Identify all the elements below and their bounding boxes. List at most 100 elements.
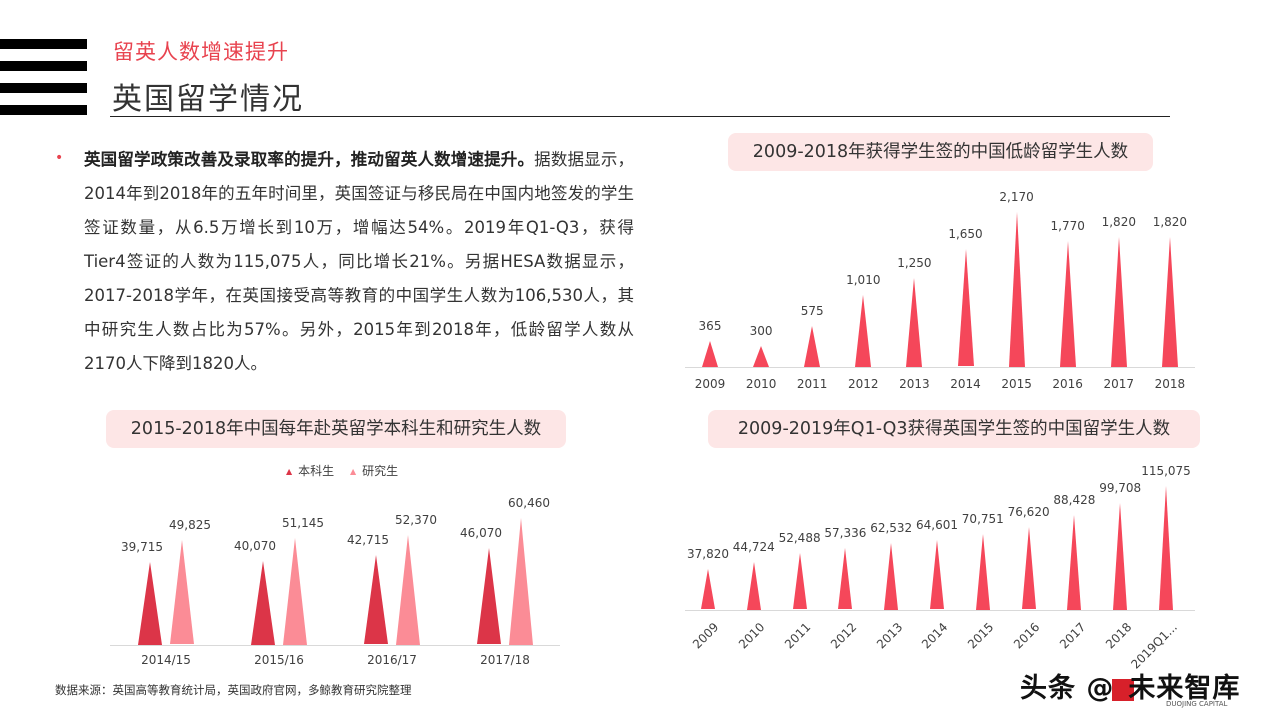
logo-icon bbox=[1112, 678, 1135, 701]
data-label: 70,751 bbox=[961, 511, 1004, 526]
x-axis bbox=[685, 367, 1195, 368]
data-label: 365 bbox=[698, 318, 722, 333]
x-tick-label: 2010 bbox=[745, 377, 777, 391]
bar-triangle bbox=[1110, 237, 1127, 367]
data-label: 51,145 bbox=[282, 515, 324, 530]
data-label: 46,070 bbox=[460, 526, 502, 541]
x-tick-label: 2016/17 bbox=[367, 653, 417, 667]
bar-triangle bbox=[746, 561, 761, 610]
data-label: 40,070 bbox=[234, 538, 276, 553]
x-tick-label: 2012 bbox=[827, 620, 860, 652]
bar-triangle bbox=[1059, 240, 1076, 367]
data-label: 1,010 bbox=[846, 272, 881, 287]
data-label: 62,532 bbox=[870, 520, 913, 535]
page-title: 英国留学情况 bbox=[112, 82, 304, 117]
title-divider bbox=[110, 116, 1170, 117]
bar-triangle bbox=[170, 540, 194, 645]
data-label: 1,820 bbox=[1101, 215, 1136, 229]
x-tick-label: 2015 bbox=[1001, 377, 1032, 391]
bar-triangle bbox=[702, 340, 718, 367]
x-axis bbox=[685, 610, 1195, 611]
bar-triangle bbox=[477, 548, 501, 645]
bar-triangle bbox=[838, 548, 853, 610]
bar-triangle bbox=[804, 325, 821, 367]
bar-triangle bbox=[283, 537, 307, 645]
bar-triangle bbox=[1021, 527, 1036, 610]
x-tick-label: 2011 bbox=[796, 377, 828, 391]
data-label: 42,715 bbox=[347, 533, 389, 548]
bar-triangle bbox=[251, 560, 275, 645]
x-tick-label: 2018 bbox=[1102, 620, 1135, 652]
bar-triangle bbox=[855, 294, 872, 367]
chart2-title: 2015-2018年中国每年赴英留学本科生和研究生人数 bbox=[106, 410, 566, 448]
x-tick-label: 2018 bbox=[1154, 377, 1186, 391]
bullet-icon: • bbox=[55, 150, 64, 166]
data-label: 88,428 bbox=[1053, 492, 1096, 507]
data-label: 99,708 bbox=[1099, 480, 1142, 495]
legend-undergrad: ▲ 本科生 bbox=[286, 464, 335, 478]
x-tick-label: 2014 bbox=[919, 620, 951, 652]
data-label: 64,601 bbox=[916, 518, 958, 533]
x-tick-label: 2009 bbox=[694, 377, 726, 391]
bar-triangle bbox=[138, 561, 162, 645]
bar-triangle bbox=[1159, 486, 1173, 610]
x-tick-label: 2013 bbox=[899, 377, 930, 391]
data-label: 39,715 bbox=[121, 539, 163, 554]
data-label: 76,620 bbox=[1007, 505, 1050, 520]
data-label: 37,820 bbox=[687, 547, 729, 562]
x-tick-label: 2017 bbox=[1056, 620, 1089, 652]
data-label: 1,820 bbox=[1152, 215, 1188, 229]
x-axis bbox=[110, 645, 560, 646]
x-tick-label: 2015 bbox=[965, 620, 997, 652]
triangle-icon: ▲ bbox=[350, 467, 357, 476]
x-tick-label: 2015/16 bbox=[254, 653, 304, 667]
bar-triangle bbox=[975, 533, 990, 610]
data-label: 575 bbox=[800, 303, 824, 318]
bar-triangle bbox=[701, 569, 715, 610]
data-label: 57,336 bbox=[824, 526, 867, 541]
bar-triangle bbox=[957, 249, 974, 367]
x-tick-label: 2011 bbox=[782, 620, 814, 652]
bar-triangle bbox=[792, 553, 807, 610]
data-label: 1,770 bbox=[1050, 218, 1085, 233]
bar-triangle bbox=[1113, 502, 1128, 610]
summary-bold: 英国留学政策改善及录取率的提升，推动留英人数增速提升。 bbox=[84, 150, 535, 169]
data-label: 1,650 bbox=[948, 227, 983, 242]
bar-triangle bbox=[753, 345, 770, 367]
data-label: 49,825 bbox=[169, 518, 211, 533]
bar-triangle bbox=[1067, 514, 1082, 610]
bar-triangle bbox=[930, 540, 944, 610]
watermark-subtext: DUOJING CAPITAL bbox=[1166, 700, 1228, 708]
chart3-title: 2009-2019年Q1-Q3获得英国学生签的中国留学生人数 bbox=[708, 410, 1200, 448]
bar-triangle bbox=[1008, 212, 1025, 367]
data-label: 52,370 bbox=[395, 512, 437, 527]
chart2-legend: ▲ 本科生 ▲ 研究生 bbox=[286, 462, 410, 479]
triangle-icon: ▲ bbox=[286, 467, 293, 476]
x-tick-label: 2016 bbox=[1011, 620, 1043, 652]
menu-stripes-decoration bbox=[0, 39, 87, 127]
data-label: 115,075 bbox=[1141, 464, 1191, 478]
data-label: 52,488 bbox=[778, 531, 821, 546]
x-tick-label: 2019Q1... bbox=[1128, 620, 1180, 672]
summary-paragraph: 英国留学政策改善及录取率的提升，推动留英人数增速提升。据数据显示，2014年到2… bbox=[84, 143, 634, 381]
bar-triangle bbox=[1161, 237, 1178, 367]
x-tick-label: 2014 bbox=[950, 377, 981, 391]
summary-body: 据数据显示，2014年到2018年的五年时间里，英国签证与移民局在中国内地签发的… bbox=[84, 150, 634, 373]
bar-triangle bbox=[509, 518, 533, 645]
x-tick-label: 2012 bbox=[848, 377, 879, 391]
data-label: 44,724 bbox=[732, 539, 775, 554]
x-tick-label: 2010 bbox=[736, 620, 768, 652]
bar-triangle bbox=[396, 534, 420, 645]
data-label: 300 bbox=[749, 323, 773, 338]
bar-triangle bbox=[884, 542, 899, 610]
data-label: 1,250 bbox=[897, 255, 932, 270]
chart1-title: 2009-2018年获得学生签的中国低龄留学生人数 bbox=[728, 133, 1153, 171]
bar-triangle bbox=[364, 555, 388, 645]
data-label: 60,460 bbox=[508, 496, 550, 510]
section-subtitle: 留英人数增速提升 bbox=[113, 40, 289, 64]
data-source-note: 数据来源：英国高等教育统计局，英国政府官网，多鲸教育研究院整理 bbox=[55, 683, 412, 697]
x-tick-label: 2016 bbox=[1052, 377, 1083, 391]
bar-triangle bbox=[906, 277, 923, 367]
data-label: 2,170 bbox=[999, 190, 1034, 204]
x-tick-label: 2017 bbox=[1103, 377, 1135, 391]
